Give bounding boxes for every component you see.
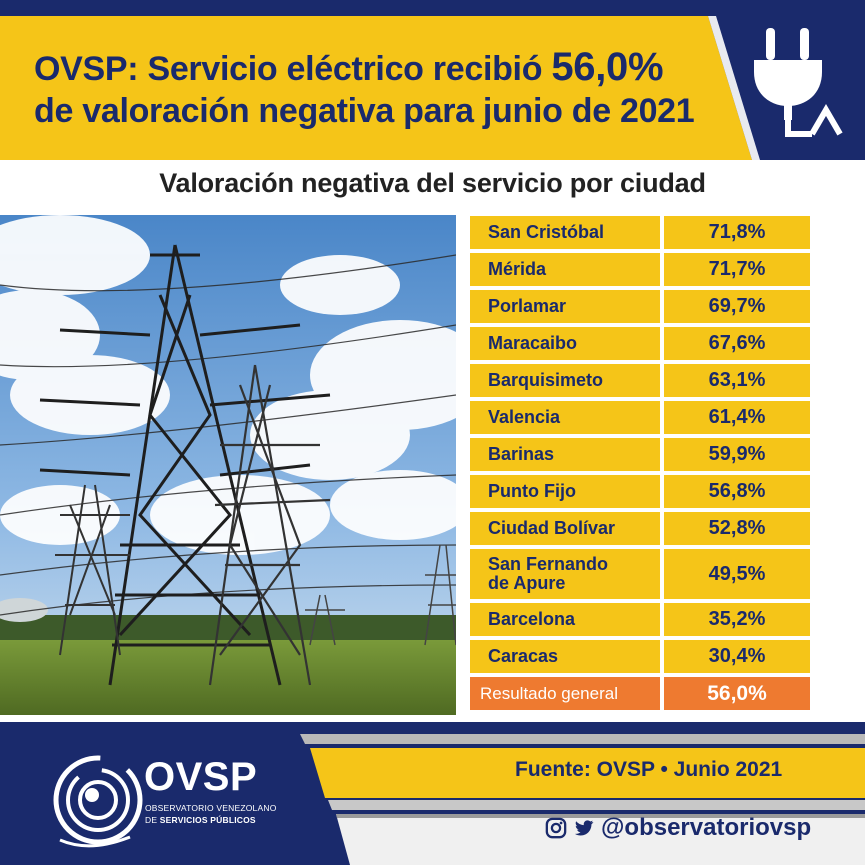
city-name: San Cristóbal [470, 216, 660, 249]
table-row: Ciudad Bolívar 52,8% [470, 512, 810, 545]
source-note: Fuente: OVSP • Junio 2021 [515, 758, 783, 781]
general-result-label: Resultado general [470, 677, 660, 710]
plug-icon [754, 28, 843, 137]
city-value: 67,6% [664, 327, 810, 360]
city-name: Punto Fijo [470, 475, 660, 508]
city-name-line1: San Fernando [488, 554, 609, 574]
social-handle-row: @observatoriovsp [545, 814, 811, 842]
logo-subtitle-2-main: SERVICIOS PÚBLICOS [159, 815, 256, 825]
city-value: 35,2% [664, 603, 810, 636]
city-name: Mérida [470, 253, 660, 286]
general-result-value: 56,0% [664, 677, 810, 710]
logo-text: OVSP [144, 755, 258, 799]
city-value: 61,4% [664, 401, 810, 434]
city-name: Barcelona [470, 603, 660, 636]
table-row: Valencia 61,4% [470, 401, 810, 434]
header-band: OVSP: Servicio eléctrico recibió 56,0% d… [0, 0, 865, 160]
city-name: Caracas [470, 640, 660, 673]
ovsp-logo-icon [53, 755, 143, 848]
instagram-icon [545, 817, 567, 839]
city-value: 49,5% [664, 549, 810, 599]
table-row: Punto Fijo 56,8% [470, 475, 810, 508]
table-row: Barcelona 35,2% [470, 603, 810, 636]
city-value: 52,8% [664, 512, 810, 545]
power-towers-photo [0, 215, 456, 715]
table-row: Mérida 71,7% [470, 253, 810, 286]
city-name-line2: de Apure [488, 573, 566, 593]
city-value: 59,9% [664, 438, 810, 471]
city-name: Maracaibo [470, 327, 660, 360]
city-value: 69,7% [664, 290, 810, 323]
headline-highlight: 56,0% [551, 45, 664, 89]
header-yellow-panel [0, 16, 760, 160]
city-value: 30,4% [664, 640, 810, 673]
headline-line2: de valoración negativa para junio de 202… [34, 92, 695, 130]
city-value: 71,7% [664, 253, 810, 286]
headline-line1: OVSP: Servicio eléctrico recibió [34, 50, 543, 88]
chart-title: Valoración negativa del servicio por ciu… [159, 168, 706, 198]
table-row: Maracaibo 67,6% [470, 327, 810, 360]
logo-subtitle-2-prefix: DE [145, 815, 158, 825]
table-row: Barinas 59,9% [470, 438, 810, 471]
social-handle: @observatoriovsp [601, 814, 812, 841]
city-value: 56,8% [664, 475, 810, 508]
city-name: San Fernando de Apure [470, 549, 660, 599]
headline: OVSP: Servicio eléctrico recibió 56,0% d… [34, 46, 734, 132]
city-value: 63,1% [664, 364, 810, 397]
city-name: Barquisimeto [470, 364, 660, 397]
city-rating-table: San Cristóbal 71,8% Mérida 71,7% Porlama… [470, 216, 810, 714]
footer-band [0, 722, 865, 865]
city-value: 71,8% [664, 216, 810, 249]
table-row: Caracas 30,4% [470, 640, 810, 673]
table-row: San Fernando de Apure 49,5% [470, 549, 810, 599]
logo-subtitle-2: DE SERVICIOS PÚBLICOS [145, 815, 256, 825]
logo-subtitle-1: OBSERVATORIO VENEZOLANO [145, 803, 277, 813]
table-row: Porlamar 69,7% [470, 290, 810, 323]
twitter-icon [574, 820, 594, 836]
general-result-row: Resultado general 56,0% [470, 677, 810, 710]
city-name: Valencia [470, 401, 660, 434]
table-row: Barquisimeto 63,1% [470, 364, 810, 397]
city-name: Porlamar [470, 290, 660, 323]
table-row: San Cristóbal 71,8% [470, 216, 810, 249]
city-name: Ciudad Bolívar [470, 512, 660, 545]
city-name: Barinas [470, 438, 660, 471]
